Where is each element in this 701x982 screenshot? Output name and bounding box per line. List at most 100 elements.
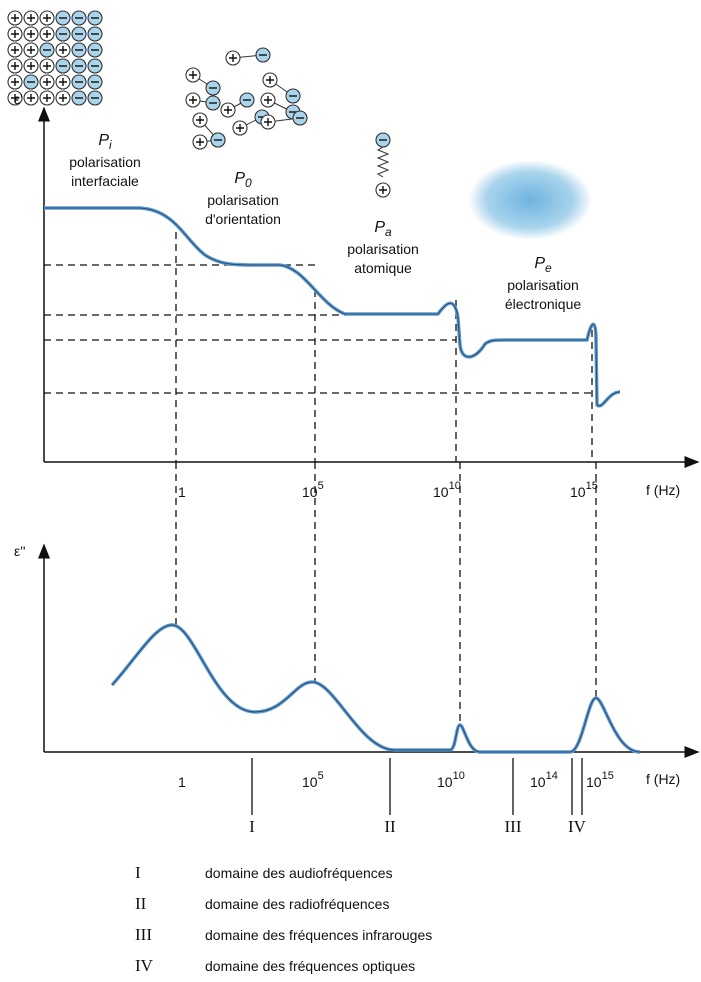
ion-sign [43, 30, 51, 38]
mechanism-label: d'orientation [205, 211, 281, 227]
tick-exp: 10 [449, 480, 461, 492]
tick-base: 10 [570, 484, 586, 500]
mechanism-symbol: Pe [534, 255, 552, 275]
cation [23, 26, 39, 42]
mechanism-label: polarisation [507, 277, 579, 293]
cation [375, 182, 391, 198]
tick-exp: 15 [602, 770, 614, 782]
cation [260, 92, 276, 108]
symbol: P [98, 132, 109, 149]
tick-exp: 10 [453, 770, 465, 782]
ion-sign [196, 116, 204, 124]
legend-numeral: III [135, 925, 152, 944]
cation [225, 50, 241, 66]
anion [87, 26, 103, 42]
cation [23, 90, 39, 106]
subscript: a [385, 225, 392, 239]
anion [205, 80, 221, 96]
ion-sign [189, 96, 197, 104]
cation [232, 120, 248, 136]
ion-sign [11, 46, 19, 54]
cation [23, 10, 39, 26]
mechanism-label: polarisation [347, 241, 419, 257]
cation [23, 58, 39, 74]
tick-base: 10 [433, 484, 449, 500]
ion-sign [11, 30, 19, 38]
cation [192, 112, 208, 128]
anion [55, 58, 71, 74]
ion-sign [236, 124, 244, 132]
anion [71, 74, 87, 90]
subscript: 0 [245, 176, 252, 190]
cation [39, 10, 55, 26]
epsilon-prime-outline [44, 207, 621, 407]
ion-sign [196, 138, 204, 146]
legend-numeral: I [135, 863, 141, 882]
cation [39, 90, 55, 106]
anion [71, 10, 87, 26]
anion [255, 47, 271, 63]
ion-sign [11, 14, 19, 22]
anion [71, 58, 87, 74]
anion [87, 10, 103, 26]
cation [39, 26, 55, 42]
anion [55, 10, 71, 26]
tick-label: 105 [302, 770, 324, 790]
tick-label: 1 [178, 484, 186, 500]
anion [87, 74, 103, 90]
mechanism-label: interfaciale [71, 173, 139, 189]
anion [239, 92, 255, 108]
cation [192, 134, 208, 150]
mechanism-symbol: Pa [374, 219, 392, 239]
symbol: P [534, 255, 545, 272]
range-numeral: I [249, 817, 255, 836]
ion-sign [43, 78, 51, 86]
anion [23, 74, 39, 90]
ion-sign [189, 71, 197, 79]
ion-sign [27, 62, 35, 70]
cation [23, 42, 39, 58]
range-numeral: IV [568, 817, 587, 836]
ion-illustrations [7, 10, 545, 220]
cation [7, 58, 23, 74]
tick-label: 1015 [586, 770, 614, 790]
tick-base: 10 [302, 774, 318, 790]
y-label: ε'' [14, 543, 26, 559]
cation [55, 42, 71, 58]
cation [7, 42, 23, 58]
ion-sign [379, 186, 387, 194]
ion-sign [59, 46, 67, 54]
epsilon-second-curve [110, 623, 641, 754]
legend-description: domaine des fréquences optiques [205, 958, 415, 974]
tick-label: 1014 [530, 770, 558, 790]
mechanism-label: atomique [354, 260, 412, 276]
ion-sign [27, 46, 35, 54]
tick-exp: 5 [318, 770, 324, 782]
tick-label: 1015 [570, 480, 598, 500]
cation [39, 74, 55, 90]
x-label: f (Hz) [646, 771, 680, 787]
x-label: f (Hz) [646, 482, 680, 498]
ion-sign [43, 14, 51, 22]
ion-sign [11, 78, 19, 86]
mechanism-label: polarisation [69, 154, 141, 170]
ion-sign [59, 94, 67, 102]
y-label: ε' [14, 91, 23, 107]
ion-sign [43, 62, 51, 70]
tick-label: 1010 [433, 480, 461, 500]
tick-base: 10 [530, 774, 546, 790]
cation [55, 90, 71, 106]
legend-description: domaine des audiofréquences [205, 865, 393, 881]
tick-exp: 15 [586, 480, 598, 492]
top-ticks: 1 105 1010 1015 [178, 480, 598, 500]
tick-base: 10 [586, 774, 602, 790]
anion [71, 42, 87, 58]
cation [220, 102, 236, 118]
mechanism-label: polarisation [207, 192, 279, 208]
cation [7, 74, 23, 90]
anion [210, 132, 226, 148]
epsilon-second-outline [111, 624, 641, 753]
anion [375, 132, 391, 148]
mechanism-label: électronique [505, 296, 581, 312]
